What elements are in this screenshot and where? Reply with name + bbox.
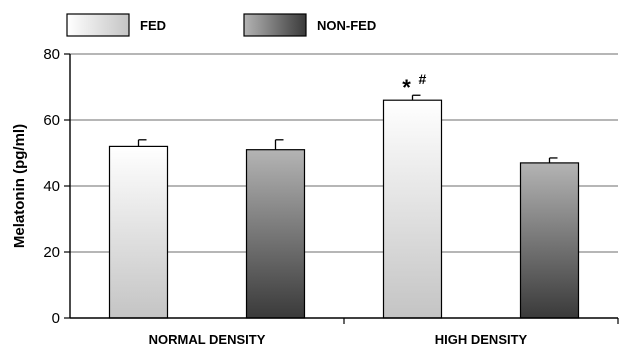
annotations: * #: [402, 71, 426, 100]
legend-swatch-fed: [66, 13, 130, 37]
bar-non-fed-normal-density: [245, 149, 306, 319]
legend: FED NON-FED: [66, 13, 376, 37]
legend-label-fed: FED: [140, 18, 166, 33]
y-tick-label: 0: [52, 310, 60, 327]
x-category-label-high-density: HIGH DENSITY: [435, 332, 528, 347]
bar-non-fed-high-density: [519, 162, 580, 319]
significance-asterisk: *: [402, 75, 411, 100]
y-tick-label: 40: [43, 178, 60, 195]
significance-hash: #: [419, 71, 427, 87]
legend-label-non-fed: NON-FED: [317, 18, 376, 33]
y-axis-title: Melatonin (pg/ml): [11, 124, 28, 248]
x-category-label-normal-density: NORMAL DENSITY: [149, 332, 266, 347]
legend-swatch-non-fed: [243, 13, 307, 37]
bar-fed-normal-density: [108, 145, 169, 319]
y-tick-labels: 0 20 40 60 80: [43, 46, 60, 327]
y-tick-label: 80: [43, 46, 60, 63]
y-tick-label: 60: [43, 112, 60, 129]
bars: [108, 94, 580, 319]
x-category-labels: NORMAL DENSITY HIGH DENSITY: [149, 332, 528, 347]
axes: [64, 53, 619, 324]
bar-fed-high-density: [382, 99, 443, 319]
y-tick-label: 20: [43, 244, 60, 261]
